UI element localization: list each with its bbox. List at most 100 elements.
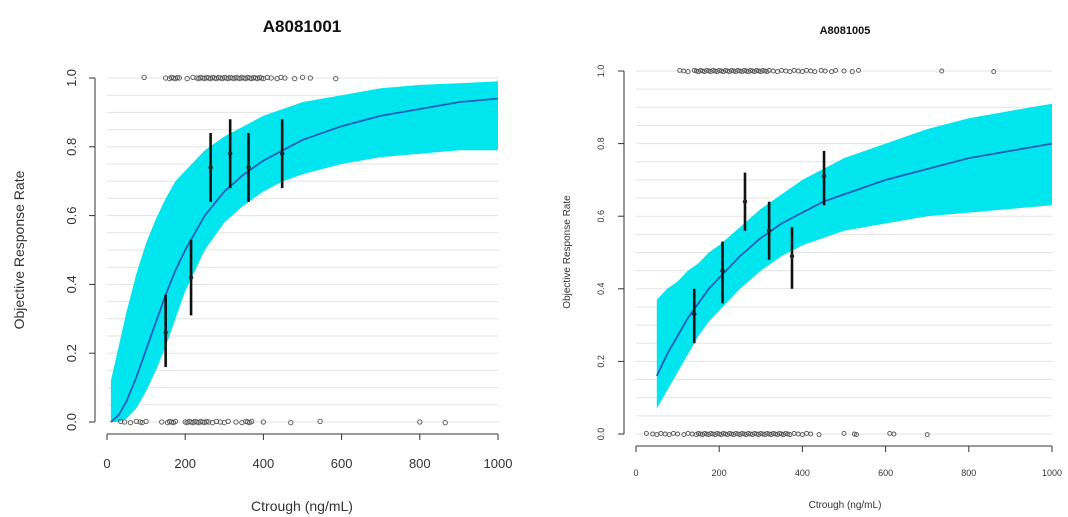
y-tick-label: 0.4 [596,283,606,296]
observed-response-rates [692,150,827,344]
x-tick-label: 800 [409,456,431,471]
x-tick-label: 200 [174,456,196,471]
responder-point [747,67,753,73]
responder-point [822,68,828,74]
non-responder-point [127,419,134,426]
responder-point [939,68,945,74]
responder-point [184,75,190,82]
non-responder-point [791,430,797,436]
responder-points [141,74,339,82]
non-responder-point [670,430,676,436]
responder-point [691,67,697,73]
non-responder-points [118,418,448,426]
non-responder-point [143,418,149,425]
y-tick-label: 0.8 [64,138,79,156]
non-responder-point [417,419,423,425]
non-responder-point [787,432,793,438]
responder-point [307,75,313,81]
responder-point [818,67,824,73]
non-responder-point [643,430,649,436]
x-tick-label: 600 [331,456,353,471]
responder-point [849,69,855,75]
responder-point [282,75,288,81]
observed-point [188,275,194,280]
responder-point [754,67,760,73]
observed-point [789,253,795,259]
responder-point [268,75,274,81]
non-responder-point [764,430,770,436]
x-tick-label: 1000 [484,456,513,471]
responder-point [787,69,793,75]
responder-point [722,67,728,73]
responder-point [760,67,766,73]
non-responder-point [225,418,231,425]
responder-point [991,69,997,75]
non-responder-point [733,430,739,436]
non-responder-point [666,432,672,438]
x-tick-label: 0 [633,468,638,478]
non-responder-point [745,430,751,436]
non-responder-point [159,419,165,425]
non-responder-point [288,419,294,426]
responder-point [812,69,818,75]
x-tick-label: 400 [253,456,275,471]
chart-panel-a8081001: A8081001 Ctrough (ng/mL) Objective Respo… [11,17,512,514]
axes: 0 200 400 600 800 1000 0.0 0.2 0.4 0.6 0.8 1.0 [596,65,1062,478]
non-responder-point [887,430,893,436]
y-tick-label: 1.0 [596,65,606,78]
x-tick-label: 400 [795,468,810,478]
x-tick-label: 800 [961,468,976,478]
responder-point [333,75,339,82]
responder-point [704,67,710,73]
non-responder-point [758,430,764,436]
observed-response-rates [163,119,285,367]
axes: 0 200 400 600 800 1000 0.0 0.2 0.4 0.6 0.8 1.0 [64,69,512,471]
non-responder-point [695,430,701,436]
observed-point [208,165,213,170]
confidence-band [110,81,499,423]
observed-point [246,165,251,170]
non-responder-point [708,430,714,436]
chart-title: A8081005 [820,25,871,37]
responder-point [791,67,797,73]
observed-point [766,228,772,233]
observed-point [720,268,725,273]
non-responder-point [851,431,857,437]
x-tick-label: 0 [103,456,110,471]
observed-point [279,151,285,156]
observed-point [692,312,697,317]
responder-points [677,67,997,75]
responder-point [741,67,747,73]
non-responder-point [808,431,814,437]
observed-point [821,174,827,179]
responder-point [774,69,780,75]
y-tick-label: 0.2 [64,344,79,362]
chart-title: A8081001 [263,17,341,36]
y-tick-label: 0.6 [64,207,79,225]
chart-panel-a8081005: A8081005 Ctrough (ng/mL) Objective Respo… [562,25,1062,511]
responder-point [677,67,683,73]
non-responder-point [841,430,847,436]
model-curve [110,97,499,423]
non-responder-point [804,430,810,436]
non-responder-point [654,432,660,438]
non-responder-point [702,430,708,436]
non-responder-point [785,431,791,437]
responder-point [685,69,691,75]
non-responder-point [233,419,239,425]
y-tick-label: 1.0 [64,69,79,87]
non-responder-point [777,430,782,436]
confidence-band [656,103,1052,409]
responder-point [804,67,810,73]
responder-point [176,75,182,81]
non-responder-point [816,432,822,438]
responder-point [841,68,847,74]
responder-point [779,67,785,73]
observed-point [227,151,233,156]
responder-point [716,67,722,73]
responder-point [735,67,741,73]
non-responder-point [442,419,448,426]
non-responder-point [685,430,691,436]
non-responder-point [260,419,267,425]
